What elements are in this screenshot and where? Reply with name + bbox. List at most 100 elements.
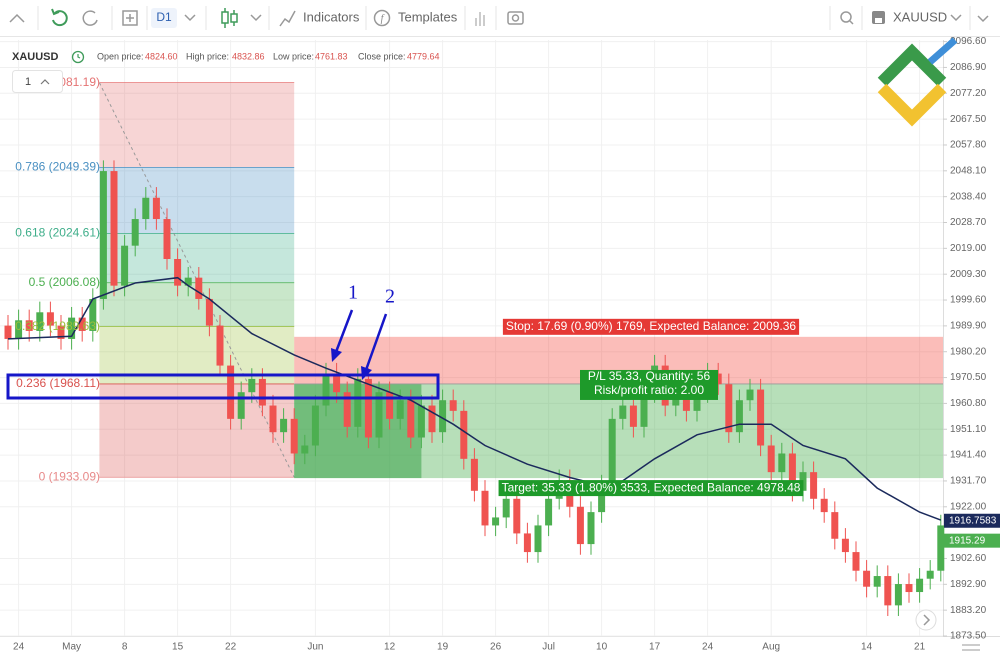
candle-body <box>89 298 97 331</box>
candle-body <box>280 418 288 433</box>
candle-body <box>788 453 796 491</box>
price-label: Low price: <box>273 51 314 61</box>
timeframe-bg <box>151 8 177 28</box>
candle-body <box>926 570 934 579</box>
pl-label-bg <box>580 369 718 400</box>
y-tick-label: 2048.10 <box>950 165 987 176</box>
annotation-label: 1 <box>348 282 358 304</box>
candle-body <box>248 378 256 393</box>
y-tick-label: 1902.60 <box>950 553 987 564</box>
price-label: Open price: <box>97 51 144 61</box>
candle-body <box>916 578 924 593</box>
y-tick-label: 1989.90 <box>950 321 987 332</box>
candle-body <box>36 312 44 331</box>
candle-body <box>343 392 351 427</box>
candle-body <box>78 317 86 331</box>
indicators-icon <box>279 10 296 27</box>
candle-body <box>905 584 913 593</box>
toolbar-bg <box>0 0 1000 36</box>
y-tick-label: 1960.80 <box>950 398 987 409</box>
candle-body <box>841 538 849 553</box>
y-tick-label: 1970.50 <box>950 372 987 383</box>
candle-body <box>725 384 733 433</box>
dropdown[interactable] <box>184 14 196 22</box>
annotation-arrow-head <box>331 348 342 362</box>
x-tick-label: 19 <box>437 642 449 653</box>
symbol-selector[interactable]: XAUUSD <box>893 9 947 24</box>
candle-body <box>227 365 235 419</box>
y-tick-label: 1980.20 <box>950 346 987 357</box>
candle-body <box>163 219 171 260</box>
y-tick-label: 2077.20 <box>950 88 987 99</box>
screenshot-button[interactable] <box>507 11 524 25</box>
candle-body <box>873 576 881 587</box>
logo-blue <box>927 37 958 65</box>
candle-body <box>333 373 341 393</box>
x-tick-label: Jul <box>542 642 555 653</box>
logo-yellow <box>877 83 947 127</box>
expand-button[interactable] <box>977 15 989 23</box>
pane-chevron <box>40 79 50 85</box>
candle-body <box>460 410 468 459</box>
candle-body <box>714 373 722 385</box>
target-label-bg <box>498 480 804 497</box>
dropdown[interactable] <box>250 14 262 22</box>
scroll-right-button[interactable] <box>915 609 937 631</box>
price-tag: 1915.29 <box>949 535 986 546</box>
x-tick-label: 8 <box>122 642 128 653</box>
candle-body <box>322 373 330 406</box>
undo-button[interactable] <box>52 10 68 27</box>
candle-body <box>576 506 584 545</box>
price-label: Close price: <box>358 51 406 61</box>
fib-label: 0.236 (1968.11) <box>16 376 100 390</box>
price-tag-bg <box>944 533 1000 548</box>
templates-button[interactable]: Templates <box>398 9 458 24</box>
chart-type-button[interactable] <box>221 8 238 28</box>
candle-body <box>937 525 945 571</box>
volume-button[interactable] <box>475 12 485 26</box>
annotation-arrow <box>334 309 354 353</box>
fib-label: 0.618 (2024.61) <box>15 226 100 240</box>
candle-body <box>640 392 648 427</box>
scroll-right-arrow <box>923 614 931 626</box>
fib-band <box>99 82 295 168</box>
undo-arrow <box>51 8 60 16</box>
candle-body <box>68 317 76 339</box>
candle-body <box>863 570 871 587</box>
candle-body <box>884 576 892 606</box>
candle-body <box>311 405 319 446</box>
candle-body <box>99 171 107 299</box>
x-tick-label: 14 <box>861 642 873 653</box>
y-tick-label: 2096.60 <box>950 36 987 47</box>
candle-body <box>237 392 245 419</box>
indicators-button[interactable]: Indicators <box>303 9 360 24</box>
info-symbol: XAUUSD <box>12 51 59 63</box>
x-tick-label: 12 <box>384 642 396 653</box>
candle-body <box>428 405 436 433</box>
candle-body <box>152 197 160 220</box>
templates-icon-glyph: f <box>381 13 385 24</box>
fib-band <box>99 233 295 283</box>
dropdown[interactable] <box>950 14 962 22</box>
timeframe[interactable]: D1 <box>156 10 172 24</box>
x-tick-label: Jun <box>307 642 323 653</box>
pane-selector[interactable] <box>12 70 63 93</box>
candle-body <box>439 400 447 433</box>
y-tick-label: 2009.30 <box>950 269 987 280</box>
redo-button[interactable] <box>82 10 98 26</box>
clock-hands <box>77 54 81 59</box>
candle-body <box>290 418 298 454</box>
candle-body <box>502 498 510 518</box>
candle-body <box>767 445 775 473</box>
search-button[interactable] <box>840 11 852 23</box>
settings-button[interactable] <box>962 644 980 651</box>
annotation-box <box>6 373 440 400</box>
y-tick-label: 2057.80 <box>950 140 987 151</box>
logo <box>877 37 958 127</box>
fib-label: 0.5 (2006.08) <box>29 275 100 289</box>
candle-body <box>216 325 224 366</box>
collapse-button[interactable] <box>9 13 25 23</box>
add-button[interactable] <box>122 10 138 26</box>
candle-body <box>820 498 828 513</box>
candle-body <box>598 485 606 513</box>
